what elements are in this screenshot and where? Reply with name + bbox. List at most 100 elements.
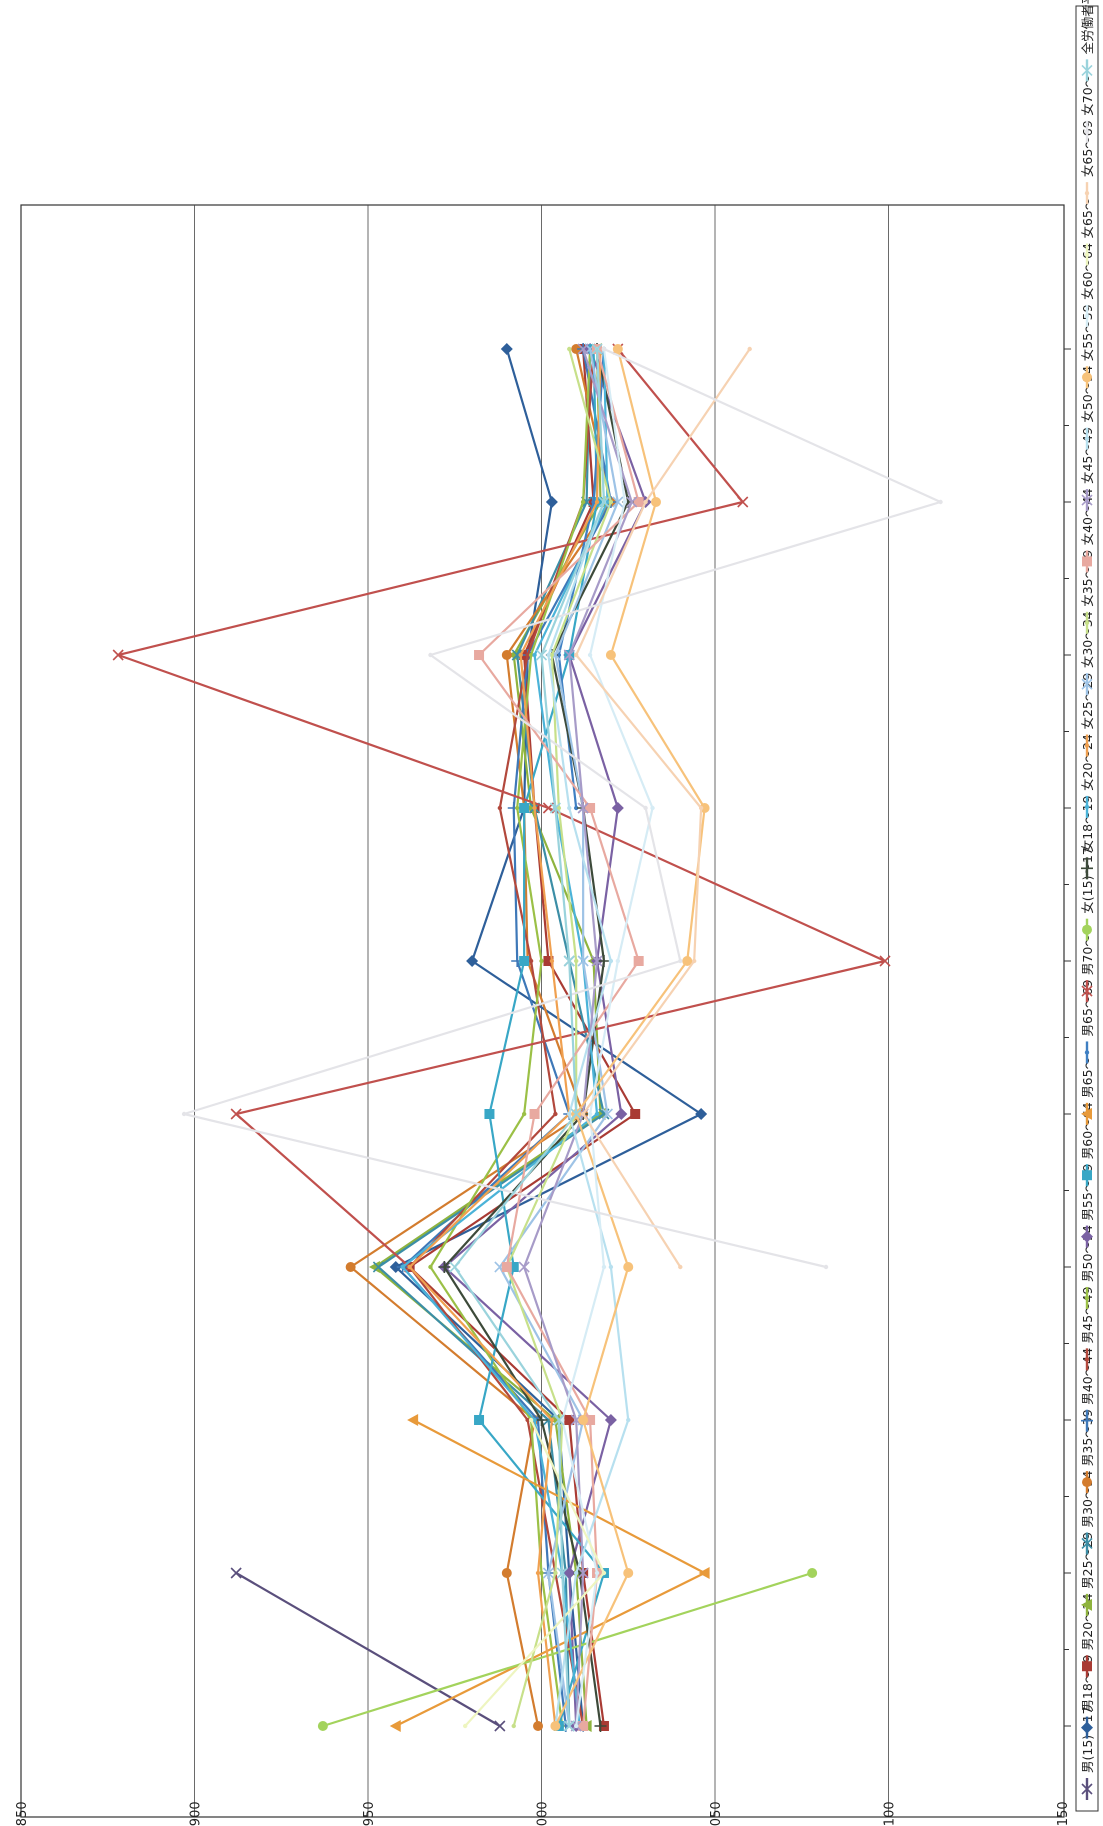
- data-point: [525, 652, 530, 658]
- data-point: [563, 955, 575, 967]
- legend-item: 男45～49: [1080, 1286, 1095, 1371]
- data-point: [539, 958, 544, 964]
- data-point: [594, 1111, 600, 1117]
- data-point: [528, 958, 534, 964]
- data-point: [529, 1109, 540, 1119]
- data-point: [601, 346, 607, 352]
- data-point: [879, 955, 891, 967]
- data-point: [747, 346, 752, 352]
- data-point: [608, 1264, 614, 1270]
- data-point: [519, 956, 530, 966]
- legend-label: 男35～39: [1080, 1409, 1095, 1466]
- data-point: [633, 956, 644, 966]
- data-point: [1082, 1661, 1092, 1672]
- legend-item: 女18～19: [1080, 795, 1095, 880]
- data-point: [515, 805, 520, 811]
- data-point: [622, 499, 627, 505]
- data-point: [574, 1570, 579, 1576]
- series-line: [322, 1571, 813, 1728]
- data-point: [611, 802, 624, 814]
- data-point: [501, 1262, 512, 1272]
- legend-label: 女65～: [1080, 198, 1095, 239]
- series-1: [230, 1567, 506, 1732]
- data-point: [1082, 924, 1092, 935]
- data-point: [550, 1721, 561, 1731]
- data-point: [585, 803, 596, 813]
- data-point: [553, 1570, 558, 1576]
- data-point: [521, 1111, 527, 1117]
- data-point: [608, 958, 614, 964]
- data-point: [1084, 252, 1090, 257]
- y-tick-labels: 0.850 0.900 0.950 1.000 1.050 1.100 1.150: [15, 1801, 1071, 1826]
- data-point: [604, 1414, 617, 1426]
- data-point: [501, 650, 512, 660]
- data-point: [1081, 1598, 1092, 1611]
- data-point: [508, 1262, 519, 1272]
- series-line: [505, 348, 613, 1727]
- data-point: [1081, 862, 1093, 875]
- legend-item: 男35～39: [1080, 1409, 1095, 1494]
- data-point: [474, 1415, 485, 1425]
- data-point: [1081, 64, 1093, 76]
- data-point: [650, 805, 655, 811]
- data-point: [698, 805, 704, 811]
- legend-item: 男40～44: [1080, 1348, 1095, 1432]
- data-point: [407, 1264, 412, 1270]
- series-27: [574, 346, 752, 1270]
- series-line: [547, 348, 630, 1727]
- data-point: [591, 955, 603, 967]
- series-line: [477, 348, 640, 1727]
- data-point: [1084, 190, 1090, 196]
- data-point: [462, 1723, 468, 1729]
- data-point: [695, 1108, 708, 1120]
- data-point: [556, 805, 562, 811]
- legend-label: 男45～49: [1080, 1286, 1095, 1343]
- data-point: [591, 499, 596, 505]
- data-point: [580, 1111, 586, 1117]
- data-point: [1082, 372, 1092, 383]
- data-point: [553, 1111, 558, 1117]
- data-point: [1081, 494, 1093, 506]
- data-point: [580, 499, 586, 505]
- series-28: [181, 346, 943, 1270]
- data-point: [587, 1111, 593, 1117]
- data-point: [533, 1721, 544, 1731]
- legend-label: 女65～69: [1080, 120, 1095, 177]
- legend-item: 男70～: [1080, 934, 1095, 1003]
- legend-item: 女45～49: [1080, 427, 1095, 512]
- legend-item: 女(15)～17: [1080, 847, 1095, 941]
- legend-label: 男65～: [1080, 1057, 1095, 1098]
- legend-label: 男(15)～17: [1080, 1706, 1095, 1773]
- data-point: [682, 956, 693, 966]
- y-tick-label: 1.000: [536, 1801, 551, 1826]
- data-point: [543, 956, 554, 966]
- data-point: [1084, 129, 1090, 134]
- data-point: [605, 499, 610, 505]
- data-point: [428, 1264, 433, 1270]
- data-point: [612, 496, 624, 508]
- legend-item: 男65～: [1080, 1057, 1095, 1125]
- data-point: [623, 1568, 634, 1578]
- legend-item: 男(15)～17: [1080, 1706, 1095, 1800]
- data-point: [528, 1417, 534, 1423]
- data-point: [623, 1262, 634, 1272]
- series-line: [453, 348, 606, 1727]
- data-point: [574, 1723, 579, 1729]
- legend-label: 女18～19: [1080, 795, 1095, 852]
- data-point: [1081, 1537, 1093, 1550]
- data-point: [112, 649, 124, 661]
- data-point: [497, 805, 503, 811]
- data-point: [567, 346, 572, 352]
- data-point: [500, 343, 513, 355]
- data-point: [511, 1723, 516, 1729]
- legend-item: 女70～: [1080, 75, 1095, 143]
- data-point: [1081, 1107, 1092, 1120]
- data-point: [389, 1261, 402, 1273]
- data-point: [574, 958, 579, 964]
- data-point: [578, 1415, 589, 1425]
- data-point: [556, 652, 562, 658]
- data-point: [574, 805, 579, 811]
- data-point: [438, 1261, 451, 1273]
- legend-label: 女70～: [1080, 75, 1095, 116]
